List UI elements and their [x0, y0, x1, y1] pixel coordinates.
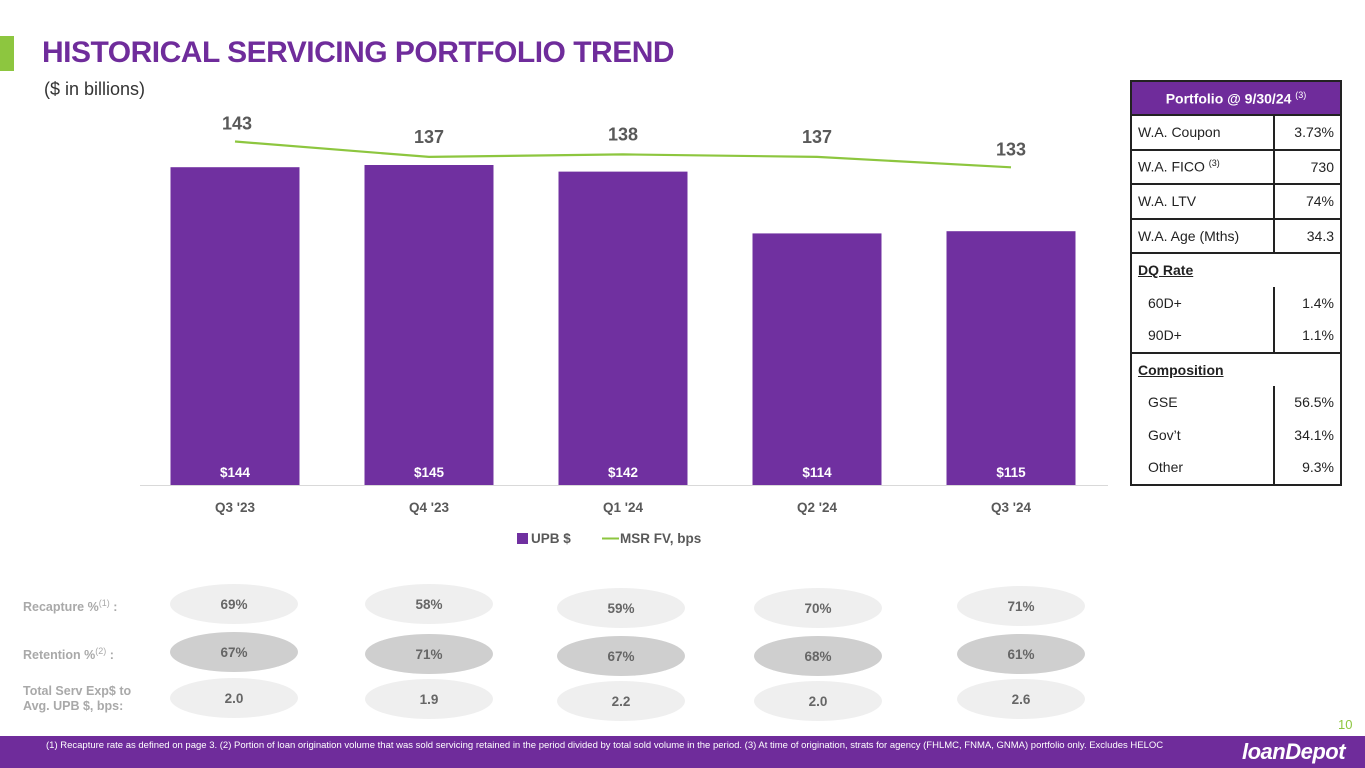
- ltv-label: W.A. LTV: [1129, 184, 1276, 220]
- other-label: Other: [1129, 451, 1276, 486]
- serv-exp-pill: 2.6: [957, 679, 1085, 719]
- x-tick-label: Q1 '24: [603, 500, 643, 515]
- x-tick-label: Q3 '24: [991, 500, 1031, 515]
- msr-data-label: 143: [222, 113, 252, 133]
- other-value: 9.3%: [1273, 451, 1342, 486]
- portfolio-table: Portfolio @ 9/30/24 (3) W.A. Coupon 3.73%…: [1129, 80, 1342, 486]
- retention-pill: 67%: [557, 636, 685, 676]
- upb-bar-label: $142: [608, 465, 638, 480]
- retention-pill: 71%: [365, 634, 493, 674]
- msr-data-label: 137: [802, 127, 832, 147]
- dq-90-label: 90D+: [1129, 319, 1276, 354]
- retention-row-label: Retention %(2) :: [23, 646, 114, 663]
- fico-label: W.A. FICO (3): [1129, 149, 1276, 185]
- msr-line: [234, 140, 1012, 169]
- msr-data-label: 138: [608, 124, 638, 144]
- x-tick-label: Q4 '23: [409, 500, 449, 515]
- govt-value: 34.1%: [1273, 418, 1342, 451]
- recapture-pill: 58%: [365, 584, 493, 624]
- upb-bar-label: $115: [996, 465, 1026, 480]
- upb-bar: [752, 233, 882, 485]
- upb-bar: [170, 167, 300, 485]
- recapture-pill: 71%: [957, 586, 1085, 626]
- coupon-value: 3.73%: [1273, 115, 1342, 151]
- age-label: W.A. Age (Mths): [1129, 218, 1276, 254]
- serv-exp-row-label: Total Serv Exp$ to Avg. UPB $, bps:: [23, 684, 132, 713]
- accent-bar: [0, 36, 14, 71]
- recapture-pill: 69%: [170, 584, 298, 624]
- composition-heading: Composition: [1130, 352, 1342, 386]
- serv-exp-pill: 2.2: [557, 681, 685, 721]
- serv-exp-pill: 2.0: [170, 678, 298, 718]
- msr-data-label: 137: [414, 127, 444, 147]
- x-tick-label: Q2 '24: [797, 500, 837, 515]
- upb-bar-label: $144: [220, 465, 251, 480]
- legend-upb-label: UPB $: [531, 531, 571, 546]
- page-title: HISTORICAL SERVICING PORTFOLIO TREND: [42, 36, 675, 69]
- serv-exp-pill: 1.9: [365, 679, 493, 719]
- upb-bar-label: $145: [414, 465, 445, 480]
- page-number: 10: [1338, 717, 1353, 732]
- upb-bar-label: $114: [802, 465, 832, 480]
- servicing-chart: $144 Q3 '23 $145 Q4 '23 $142 Q1 '24 $114 Q2 '24…: [140, 113, 1108, 546]
- recapture-pill: 70%: [754, 588, 882, 628]
- coupon-label: W.A. Coupon: [1129, 115, 1276, 151]
- legend-msr-label: MSR FV, bps: [620, 531, 701, 546]
- upb-bar: [558, 171, 688, 485]
- retention-pill: 61%: [957, 634, 1085, 674]
- gse-label: GSE: [1129, 386, 1276, 419]
- footer-bar: [0, 736, 1365, 768]
- dq-60-label: 60D+: [1129, 286, 1276, 319]
- page-subtitle: ($ in billions): [44, 79, 146, 99]
- upb-bar: [364, 165, 494, 485]
- gse-value: 56.5%: [1273, 386, 1342, 419]
- ltv-value: 74%: [1273, 184, 1342, 220]
- recapture-row-label: Recapture %(1) :: [23, 598, 118, 615]
- loandepot-logo: loanDepot: [1242, 739, 1346, 764]
- upb-bar: [946, 231, 1076, 485]
- recapture-pill: 59%: [557, 588, 685, 628]
- legend-upb-swatch: [517, 533, 528, 544]
- govt-label: Gov’t: [1129, 418, 1276, 451]
- age-value: 34.3: [1273, 218, 1342, 254]
- portfolio-table-header: Portfolio @ 9/30/24 (3): [1130, 80, 1342, 116]
- dq-rate-heading: DQ Rate: [1130, 253, 1342, 287]
- retention-pill: 68%: [754, 636, 882, 676]
- serv-exp-pill: 2.0: [754, 681, 882, 721]
- x-tick-label: Q3 '23: [215, 500, 255, 515]
- dq-60-value: 1.4%: [1273, 286, 1342, 319]
- fico-value: 730: [1273, 149, 1342, 185]
- dq-90-value: 1.1%: [1273, 319, 1342, 354]
- retention-pill: 67%: [170, 632, 298, 672]
- footnote: (1) Recapture rate as defined on page 3.…: [46, 740, 1164, 751]
- msr-data-label: 133: [996, 139, 1026, 159]
